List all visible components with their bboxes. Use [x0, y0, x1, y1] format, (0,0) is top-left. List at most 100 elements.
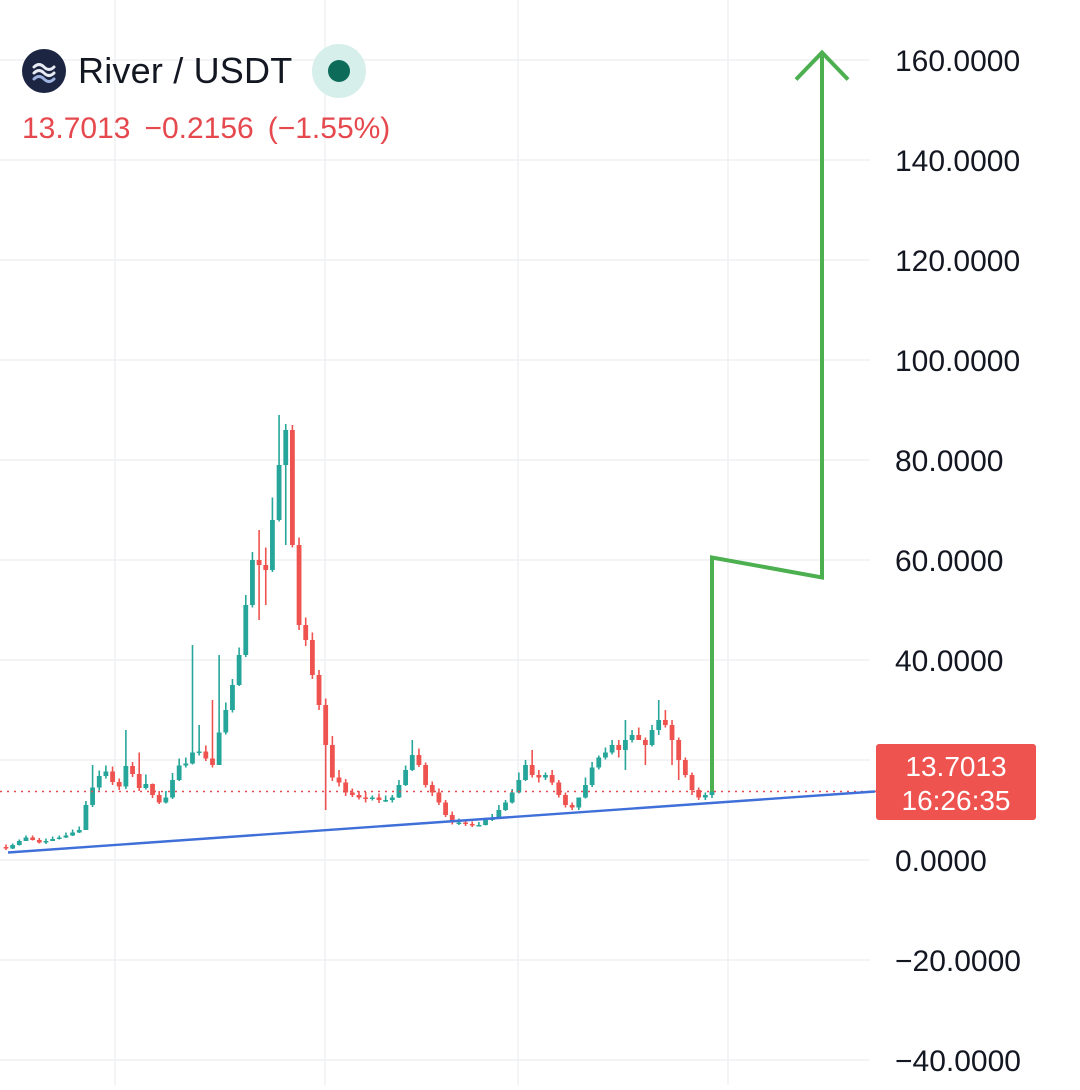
candle[interactable]: [96, 770, 102, 791]
candle[interactable]: [76, 826, 82, 834]
candle[interactable]: [83, 801, 89, 830]
candle[interactable]: [210, 700, 215, 768]
candle[interactable]: [603, 747, 608, 760]
candle[interactable]: [536, 770, 542, 783]
candle[interactable]: [469, 821, 475, 828]
candle[interactable]: [523, 760, 528, 781]
candle[interactable]: [103, 765, 109, 779]
candle[interactable]: [569, 802, 575, 811]
candle[interactable]: [116, 778, 122, 791]
candle[interactable]: [63, 832, 69, 839]
candle[interactable]: [529, 750, 535, 778]
candle[interactable]: [642, 737, 648, 766]
candle[interactable]: [289, 425, 295, 548]
candle[interactable]: [263, 547, 269, 606]
candle[interactable]: [702, 792, 708, 801]
candle[interactable]: [403, 765, 409, 787]
candle[interactable]: [423, 762, 429, 788]
candle[interactable]: [70, 829, 76, 837]
candle[interactable]: [16, 839, 22, 846]
candle[interactable]: [236, 647, 242, 687]
candle[interactable]: [662, 710, 668, 728]
candle[interactable]: [563, 792, 568, 808]
candle[interactable]: [143, 774, 149, 790]
support-trendline[interactable]: [7, 790, 876, 854]
candle[interactable]: [296, 537, 302, 631]
candle[interactable]: [383, 795, 389, 803]
candle[interactable]: [409, 740, 415, 771]
candle[interactable]: [689, 772, 695, 796]
projection-path[interactable]: [710, 52, 824, 792]
candle[interactable]: [23, 835, 29, 842]
candle[interactable]: [649, 725, 655, 747]
pair-title[interactable]: River / USDT: [78, 50, 293, 91]
candle[interactable]: [190, 645, 195, 765]
candle[interactable]: [629, 730, 635, 743]
candle[interactable]: [616, 740, 622, 758]
candle[interactable]: [309, 632, 315, 680]
candle[interactable]: [389, 795, 395, 803]
candle[interactable]: [416, 748, 422, 768]
candle[interactable]: [496, 805, 502, 819]
candle[interactable]: [343, 779, 349, 796]
candle[interactable]: [283, 424, 289, 545]
candle[interactable]: [516, 772, 522, 794]
candle[interactable]: [576, 797, 582, 811]
candle[interactable]: [216, 655, 222, 765]
candle[interactable]: [549, 770, 555, 785]
candle[interactable]: [183, 757, 189, 768]
candle[interactable]: [656, 700, 662, 735]
candle[interactable]: [556, 780, 562, 798]
candle[interactable]: [203, 745, 209, 762]
candle[interactable]: [543, 772, 548, 781]
candle[interactable]: [429, 781, 435, 797]
candle[interactable]: [276, 415, 282, 522]
candle[interactable]: [609, 740, 615, 755]
candle[interactable]: [3, 844, 9, 851]
candle[interactable]: [150, 783, 155, 799]
candle[interactable]: [682, 757, 688, 778]
candle[interactable]: [30, 835, 36, 841]
candle[interactable]: [156, 791, 162, 804]
candle[interactable]: [589, 762, 595, 787]
candle[interactable]: [376, 793, 382, 804]
candle[interactable]: [583, 777, 588, 799]
candle[interactable]: [676, 737, 682, 781]
candle[interactable]: [329, 736, 335, 781]
candle[interactable]: [10, 843, 16, 850]
candle[interactable]: [436, 788, 442, 806]
candle[interactable]: [356, 791, 362, 800]
candle[interactable]: [243, 595, 249, 657]
candle[interactable]: [136, 752, 142, 792]
candle[interactable]: [336, 770, 342, 787]
candle[interactable]: [669, 720, 675, 765]
candle[interactable]: [50, 836, 56, 842]
candle[interactable]: [476, 822, 482, 827]
market-status-indicator[interactable]: [312, 44, 367, 98]
candle[interactable]: [316, 670, 322, 710]
candle[interactable]: [90, 765, 95, 807]
candle[interactable]: [230, 679, 235, 713]
candle[interactable]: [43, 838, 49, 845]
candle[interactable]: [130, 762, 135, 777]
candle[interactable]: [369, 795, 375, 801]
candle[interactable]: [323, 698, 329, 811]
candle[interactable]: [163, 791, 169, 804]
candle[interactable]: [36, 838, 42, 844]
candle[interactable]: [176, 758, 182, 782]
candle[interactable]: [349, 788, 355, 798]
candle[interactable]: [443, 800, 448, 817]
candle[interactable]: [170, 773, 175, 799]
candle[interactable]: [396, 780, 402, 798]
candle[interactable]: [196, 725, 202, 756]
candle[interactable]: [250, 552, 255, 608]
candle[interactable]: [696, 787, 702, 801]
candle[interactable]: [503, 800, 508, 811]
candle[interactable]: [110, 766, 115, 786]
candle[interactable]: [623, 720, 628, 770]
candle[interactable]: [636, 727, 642, 741]
candle[interactable]: [303, 617, 309, 647]
candle[interactable]: [56, 835, 62, 840]
candle[interactable]: [256, 530, 262, 620]
